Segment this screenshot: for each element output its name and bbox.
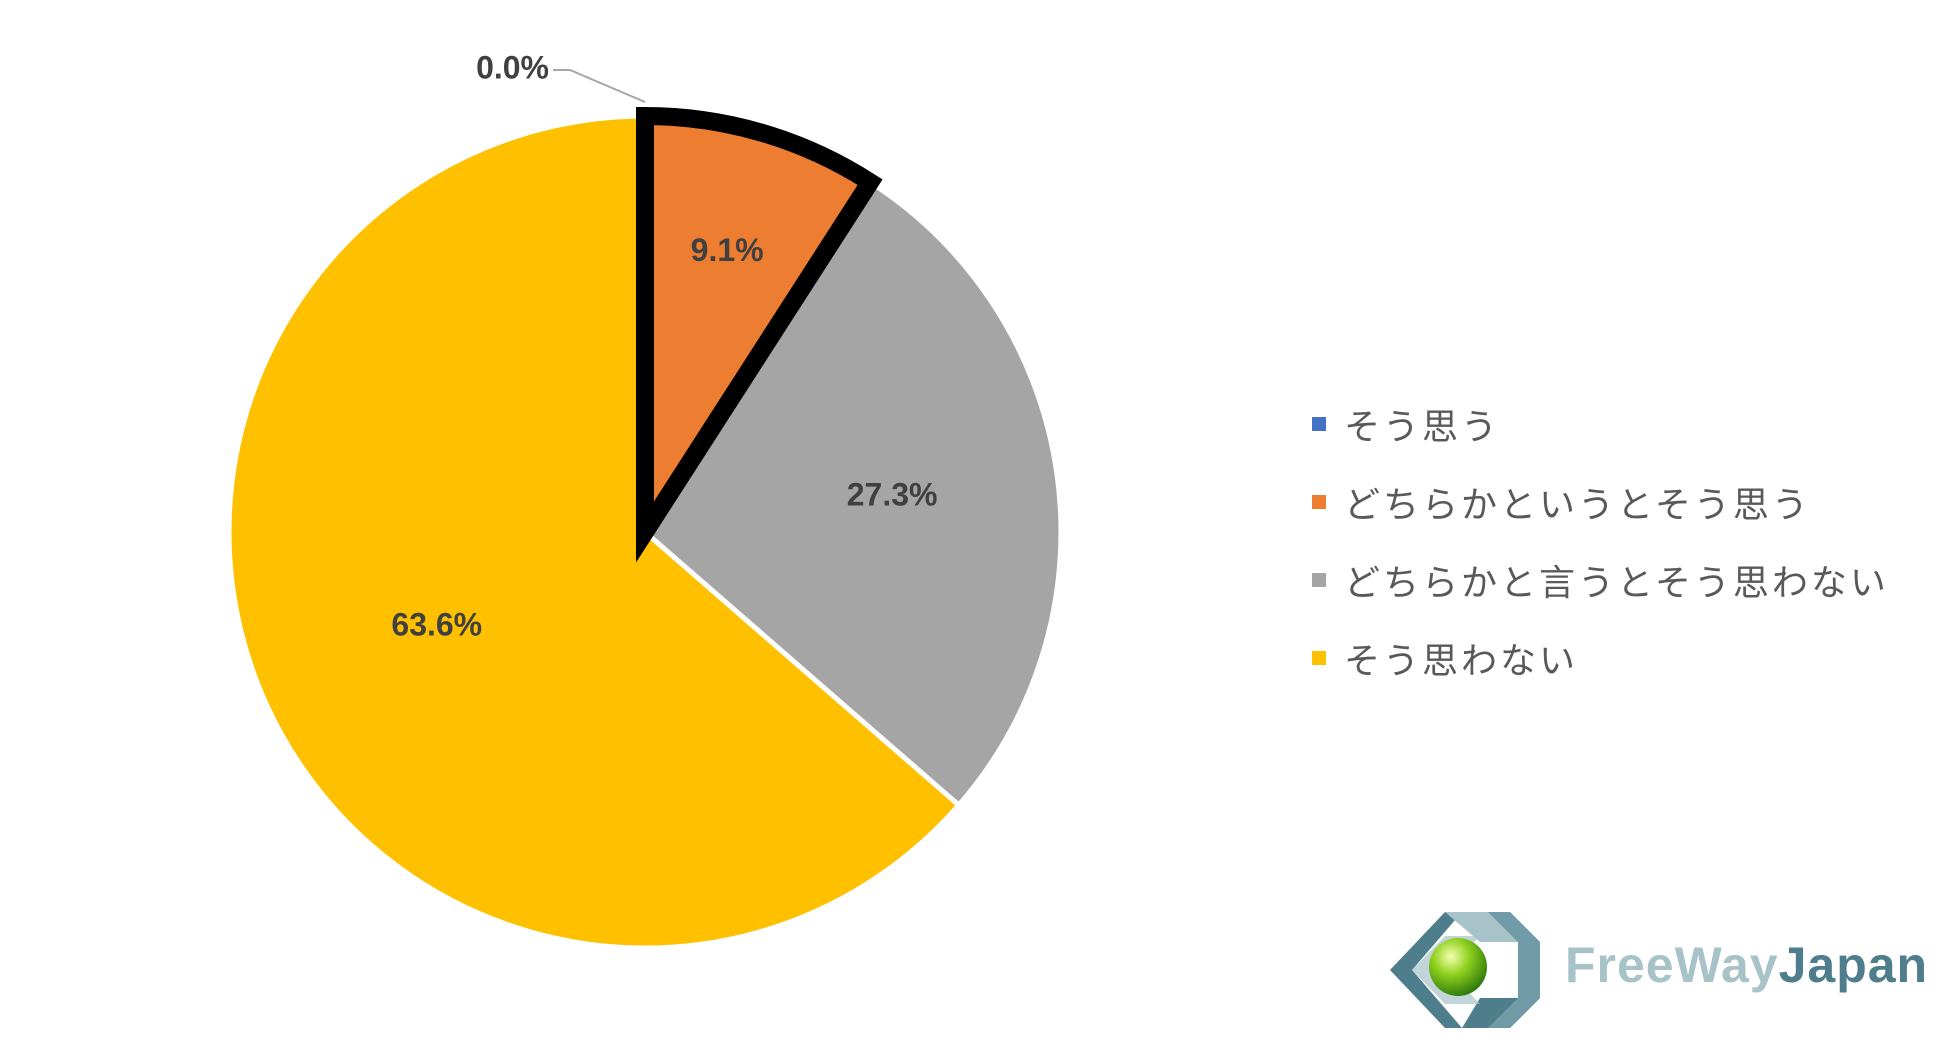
- legend-label-0: そう思う: [1344, 407, 1501, 448]
- legend-item-1: どちらかというとそう思う: [1312, 463, 1889, 541]
- data-label-1: 9.1%: [691, 232, 764, 268]
- data-label-3: 63.6%: [391, 606, 482, 642]
- freewayjapan-logo: FreeWayJapan: [1390, 900, 1927, 1040]
- leader-line-0: [553, 69, 646, 103]
- legend-swatch-3: [1312, 651, 1326, 665]
- logo-text-japan: Japan: [1778, 937, 1929, 993]
- legend-swatch-0: [1312, 417, 1326, 431]
- logo-text: FreeWayJapan: [1565, 936, 1928, 994]
- leader-lines: [553, 69, 646, 103]
- data-label-2: 27.3%: [847, 476, 938, 512]
- pie-slice-2: [642, 179, 1064, 808]
- legend-label-1: どちらかというとそう思う: [1344, 485, 1811, 526]
- data-labels: 0.0% 9.1% 27.3% 63.6%: [391, 49, 937, 642]
- data-label-0: 0.0%: [476, 49, 549, 85]
- legend-item-0: そう思う: [1312, 385, 1889, 463]
- pie-slice-3: [226, 113, 962, 951]
- legend-item-2: どちらかと言うとそう思わない: [1312, 541, 1889, 619]
- legend-label-3: そう思わない: [1344, 641, 1579, 682]
- legend-label-2: どちらかと言うとそう思わない: [1344, 563, 1889, 604]
- highlight-outline: [636, 106, 883, 563]
- legend-item-3: そう思わない: [1312, 619, 1889, 697]
- legend: そう思う どちらかというとそう思う どちらかと言うとそう思わない そう思わない: [1312, 385, 1889, 697]
- legend-swatch-1: [1312, 495, 1326, 509]
- highlight-outline-slice-1: [636, 106, 883, 563]
- logo-emblem-icon: [1390, 912, 1540, 1028]
- legend-swatch-2: [1312, 573, 1326, 587]
- logo-text-free-way: FreeWay: [1565, 937, 1779, 993]
